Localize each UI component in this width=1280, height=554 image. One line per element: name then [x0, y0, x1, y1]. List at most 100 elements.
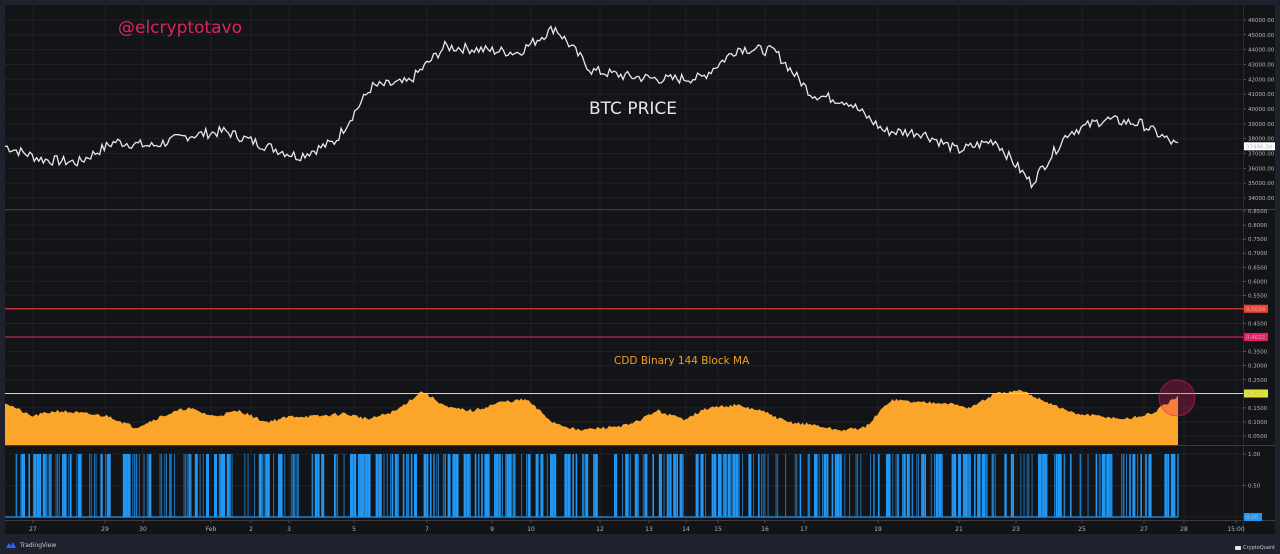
binary-bar [1148, 454, 1152, 517]
binary-bar [732, 454, 736, 517]
binary-bar [644, 454, 648, 517]
binary-bar [170, 454, 172, 517]
binary-bar [166, 454, 167, 517]
binary-bar [625, 454, 629, 517]
binary-bar [1129, 454, 1131, 517]
cdd-axis-label: 0.6000 [1248, 279, 1268, 285]
binary-bar [652, 454, 654, 517]
binary-bar [90, 454, 92, 517]
binary-bar [230, 454, 231, 517]
binary-bar [903, 454, 906, 517]
binary-bar [668, 454, 670, 517]
binary-bar [81, 454, 83, 517]
binary-bar [916, 454, 918, 517]
binary-bar [1070, 454, 1072, 517]
binary-bar [724, 454, 726, 517]
binary-bar [818, 454, 820, 517]
binary-bar [478, 454, 480, 517]
btc-price-line[interactable] [4, 25, 1179, 190]
binary-bar [218, 454, 221, 517]
binary-bar [202, 454, 204, 517]
binary-bar [921, 454, 925, 517]
binary-bar [1126, 454, 1127, 517]
binary-bar [670, 454, 672, 517]
binary-bar [366, 454, 368, 517]
time-axis-label: 28 [1180, 526, 1188, 533]
binary-bar [572, 454, 574, 517]
binary-bar [263, 454, 265, 517]
binary-bar [628, 454, 630, 517]
time-axis[interactable] [5, 521, 1243, 534]
binary-bar [682, 454, 684, 517]
cryptoquant-logo[interactable]: CryptoQuant [1235, 545, 1275, 551]
binary-bar [585, 454, 589, 517]
binary-bar [391, 454, 394, 517]
binary-bar [799, 454, 802, 517]
binary-bar [247, 454, 249, 517]
time-axis-label: 7 [425, 526, 429, 533]
cdd-area[interactable] [5, 389, 1178, 445]
binary-bar [841, 454, 843, 517]
binary-bar [390, 454, 391, 517]
binary-bar [378, 454, 382, 517]
binary-bar [942, 454, 943, 517]
binary-bar [826, 454, 829, 517]
binary-bar [794, 454, 796, 517]
binary-bar [334, 454, 336, 517]
binary-bar [807, 454, 810, 517]
binary-bar [959, 454, 961, 517]
time-axis-label: 10 [527, 526, 535, 533]
binary-bar [980, 454, 982, 517]
binary-bar [318, 454, 320, 517]
time-axis-label: 27 [29, 526, 37, 533]
binary-bar [974, 454, 976, 517]
binary-bar [834, 454, 837, 517]
binary-bar [22, 454, 25, 517]
binary-bar [642, 454, 644, 517]
cryptoquant-label: CryptoQuant [1243, 545, 1275, 551]
binary-bar [454, 454, 456, 517]
binary-bar [474, 454, 477, 517]
binary-axis-label: 1.00 [1248, 452, 1261, 458]
reference-value-label: 0.2011 [1246, 392, 1265, 398]
binary-bar [266, 454, 270, 517]
binary-bar [638, 454, 639, 517]
binary-bar [57, 454, 59, 517]
binary-bar [508, 454, 512, 517]
tradingview-logo[interactable]: TradingView [5, 541, 56, 549]
binary-bar [430, 454, 432, 517]
binary-bar [969, 454, 971, 517]
binary-bar [164, 454, 166, 517]
binary-bar [1012, 454, 1014, 517]
binary-bar [527, 454, 531, 517]
binary-bar [663, 454, 665, 517]
binary-bar [615, 454, 618, 517]
binary-bar [753, 454, 755, 517]
highlight-circle [1158, 379, 1196, 417]
binary-bar [924, 454, 926, 517]
binary-bar [1098, 454, 1100, 517]
binary-bar [553, 454, 557, 517]
binary-bar [1006, 454, 1007, 517]
watermark-text: @elcryptotavo [118, 18, 242, 38]
binary-bar [594, 454, 598, 517]
binary-bar [463, 454, 467, 517]
binary-bar [402, 454, 405, 517]
binary-bar [186, 454, 188, 517]
binary-bar [860, 454, 862, 517]
binary-bar [702, 454, 704, 517]
binary-bar [718, 454, 721, 517]
time-axis-label: 19 [874, 526, 882, 533]
binary-bar [554, 454, 556, 517]
binary-bar [1010, 454, 1013, 517]
reference-badge [1244, 304, 1268, 313]
reference-value-label: 0.4022 [1246, 335, 1265, 341]
binary-bar [887, 454, 891, 517]
binary-bar [452, 454, 456, 517]
price-axis-label: 39000.00 [1248, 122, 1275, 128]
binary-bar [386, 454, 388, 517]
binary-bar [1039, 454, 1041, 517]
binary-bar [46, 454, 47, 517]
binary-bar [537, 454, 539, 517]
